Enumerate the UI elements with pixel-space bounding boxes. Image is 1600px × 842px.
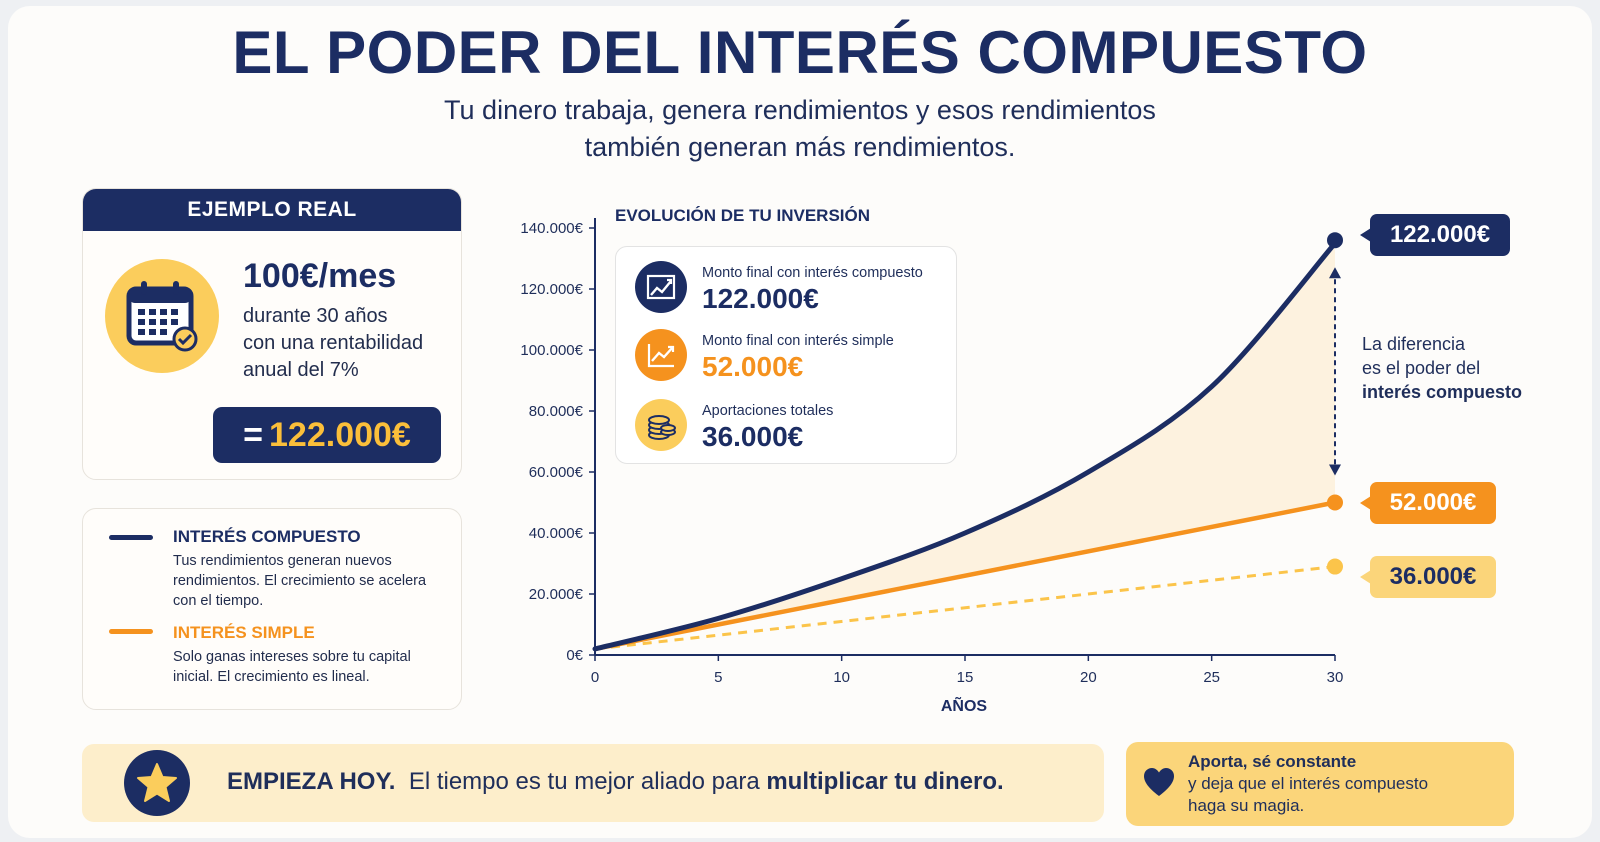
banner-emphasis: multiplicar tu dinero.	[766, 768, 1004, 795]
legend-compound-line-2: rendimientos. El crecimiento se acelera	[173, 573, 427, 589]
subtitle-line-2: también generan más rendimientos.	[584, 132, 1016, 162]
subtitle-line-1: Tu dinero trabaja, genera rendimientos y…	[444, 95, 1156, 125]
page-subtitle: Tu dinero trabaja, genera rendimientos y…	[0, 92, 1600, 166]
series-line-compound	[592, 240, 1338, 652]
summary-compound-value: 122.000€	[702, 283, 819, 314]
callout-compound: 122.000€	[1370, 214, 1510, 256]
x-tick-label: 25	[1203, 669, 1220, 686]
summary-simple-value: 52.000€	[702, 351, 804, 382]
result-equals: =	[243, 416, 264, 454]
y-tick-label: 120.000€	[520, 281, 583, 298]
x-tick-label: 15	[957, 669, 974, 686]
difference-line-1: La diferencia	[1362, 334, 1466, 354]
y-tick-label: 140.000€	[520, 220, 583, 237]
legend-simple-line-2: inicial. El crecimiento es lineal.	[173, 669, 370, 685]
x-tick-label: 30	[1327, 669, 1344, 686]
x-tick-label: 5	[714, 669, 722, 686]
legend-simple-title: INTERÉS SIMPLE	[173, 623, 315, 642]
star-icon	[124, 750, 190, 816]
legend-card: INTERÉS COMPUESTO Tus rendimientos gener…	[82, 508, 462, 710]
example-heading: EJEMPLO REAL	[83, 189, 461, 231]
callout-contrib: 36.000€	[1370, 556, 1496, 598]
legend-compound-title: INTERÉS COMPUESTO	[173, 527, 361, 546]
y-tick-label: 60.000€	[529, 464, 584, 481]
legend-compound-swatch	[109, 535, 153, 540]
y-tick-label: 20.000€	[529, 586, 584, 603]
example-result-badge: = 122.000€	[213, 407, 441, 463]
example-desc-line-3: anual del 7%	[243, 359, 359, 381]
callout-simple: 52.000€	[1370, 482, 1496, 524]
legend-simple-line-1: Solo ganas intereses sobre tu capital	[173, 649, 411, 665]
summary-compound-label: Monto final con interés compuesto	[702, 265, 923, 281]
difference-arrow-up	[1329, 267, 1341, 279]
difference-line-2: es el poder del	[1362, 358, 1481, 378]
end-marker-compound	[1327, 232, 1343, 249]
tip-box: Aporta, sé constante y deja que el inter…	[1126, 742, 1514, 826]
series-line-contributions	[594, 565, 1336, 651]
end-marker-simple	[1327, 494, 1343, 511]
legend-compound-line-3: con el tiempo.	[173, 593, 264, 609]
summary-box: Monto final con interés compuesto 122.00…	[615, 246, 957, 464]
summary-simple-label: Monto final con interés simple	[702, 333, 894, 349]
banner-lead: EMPIEZA HOY.	[227, 768, 396, 795]
summary-contrib-value: 36.000€	[702, 421, 804, 452]
x-axis-label: AÑOS	[941, 695, 988, 715]
summary-contrib-label: Aportaciones totales	[702, 403, 834, 419]
x-tick-label: 0	[591, 669, 599, 686]
heart-icon	[1142, 766, 1176, 805]
banner-text: EMPIEZA HOY. El tiempo es tu mejor aliad…	[227, 768, 1004, 796]
chart-title: EVOLUCIÓN DE TU INVERSIÓN	[615, 206, 870, 225]
x-tick-label: 20	[1080, 669, 1097, 686]
difference-line-3: interés compuesto	[1362, 382, 1523, 402]
y-tick-label: 80.000€	[529, 403, 584, 420]
bottom-banner: EMPIEZA HOY. El tiempo es tu mejor aliad…	[82, 744, 1104, 822]
calendar-icon	[105, 259, 219, 373]
y-tick-label: 0€	[566, 647, 583, 664]
tip-line-1: Aporta, sé constante	[1188, 752, 1357, 771]
page-title: EL PODER DEL INTERÉS COMPUESTO	[232, 19, 1368, 86]
banner-body: El tiempo es tu mejor aliado para	[408, 768, 760, 795]
tip-line-2: y deja que el interés compuesto	[1188, 774, 1429, 793]
example-desc-line-1: durante 30 años	[243, 305, 388, 327]
legend-simple-swatch	[109, 629, 153, 634]
y-tick-label: 100.000€	[520, 342, 583, 359]
trend-up-icon	[635, 329, 687, 381]
example-description: durante 30 años con una rentabilidad anu…	[243, 303, 458, 384]
series-line-simple	[592, 500, 1338, 652]
result-value: 122.000€	[269, 416, 411, 454]
tip-text: Aporta, sé constante y deja que el inter…	[1188, 751, 1428, 817]
line-chart-icon	[635, 261, 687, 313]
x-tick-label: 10	[833, 669, 850, 686]
difference-note: La diferencia es el poder del interés co…	[1362, 332, 1522, 404]
end-marker-contributions	[1327, 558, 1343, 575]
tip-line-3: haga su magia.	[1188, 796, 1305, 815]
y-tick-label: 40.000€	[529, 525, 584, 542]
example-amount: 100€/mes	[243, 257, 397, 295]
legend-compound-line-1: Tus rendimientos generan nuevos	[173, 553, 392, 569]
coins-icon	[635, 399, 687, 451]
difference-area	[595, 243, 1335, 649]
legend-simple-text: Solo ganas intereses sobre tu capital in…	[173, 647, 458, 687]
difference-arrow-down	[1329, 464, 1341, 476]
example-card: EJEMPLO REAL 100€/mes durante 30 años co…	[82, 188, 462, 480]
legend-compound-text: Tus rendimientos generan nuevos rendimie…	[173, 551, 458, 611]
example-desc-line-2: con una rentabilidad	[243, 332, 424, 354]
